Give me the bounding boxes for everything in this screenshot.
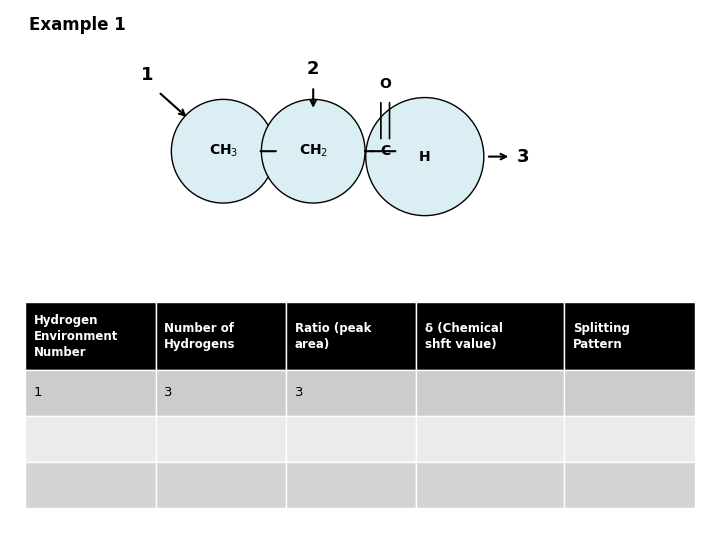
Ellipse shape xyxy=(366,98,484,215)
Bar xyxy=(416,462,564,508)
Bar xyxy=(416,302,564,370)
Bar xyxy=(564,302,695,370)
Text: Number of
Hydrogens: Number of Hydrogens xyxy=(164,322,235,350)
Bar xyxy=(286,416,416,462)
Text: C: C xyxy=(380,144,390,158)
Text: 1: 1 xyxy=(34,386,42,400)
Text: 2: 2 xyxy=(307,60,320,78)
Ellipse shape xyxy=(171,99,275,203)
Text: CH$_2$: CH$_2$ xyxy=(299,143,328,159)
Bar xyxy=(156,416,286,462)
Text: H: H xyxy=(419,150,431,164)
Bar xyxy=(564,462,695,508)
Bar xyxy=(156,370,286,416)
Text: 3: 3 xyxy=(294,386,303,400)
Text: δ (Chemical
shft value): δ (Chemical shft value) xyxy=(425,322,503,350)
Text: Example 1: Example 1 xyxy=(29,16,125,34)
Text: Hydrogen
Environment
Number: Hydrogen Environment Number xyxy=(34,314,118,359)
Bar xyxy=(286,462,416,508)
Text: 3: 3 xyxy=(517,147,529,166)
Bar xyxy=(25,302,156,370)
Bar xyxy=(25,416,156,462)
Bar xyxy=(564,416,695,462)
Bar xyxy=(564,370,695,416)
Text: CH$_3$: CH$_3$ xyxy=(209,143,238,159)
Bar xyxy=(286,370,416,416)
Bar xyxy=(156,302,286,370)
Bar xyxy=(416,416,564,462)
Text: Ratio (peak
area): Ratio (peak area) xyxy=(294,322,371,350)
Text: Splitting
Pattern: Splitting Pattern xyxy=(573,322,630,350)
Bar xyxy=(25,370,156,416)
Ellipse shape xyxy=(261,99,365,203)
Text: O: O xyxy=(379,77,391,91)
Text: 1: 1 xyxy=(141,66,154,84)
Bar xyxy=(416,370,564,416)
Bar xyxy=(286,302,416,370)
Bar xyxy=(25,462,156,508)
Bar xyxy=(156,462,286,508)
Text: 3: 3 xyxy=(164,386,173,400)
